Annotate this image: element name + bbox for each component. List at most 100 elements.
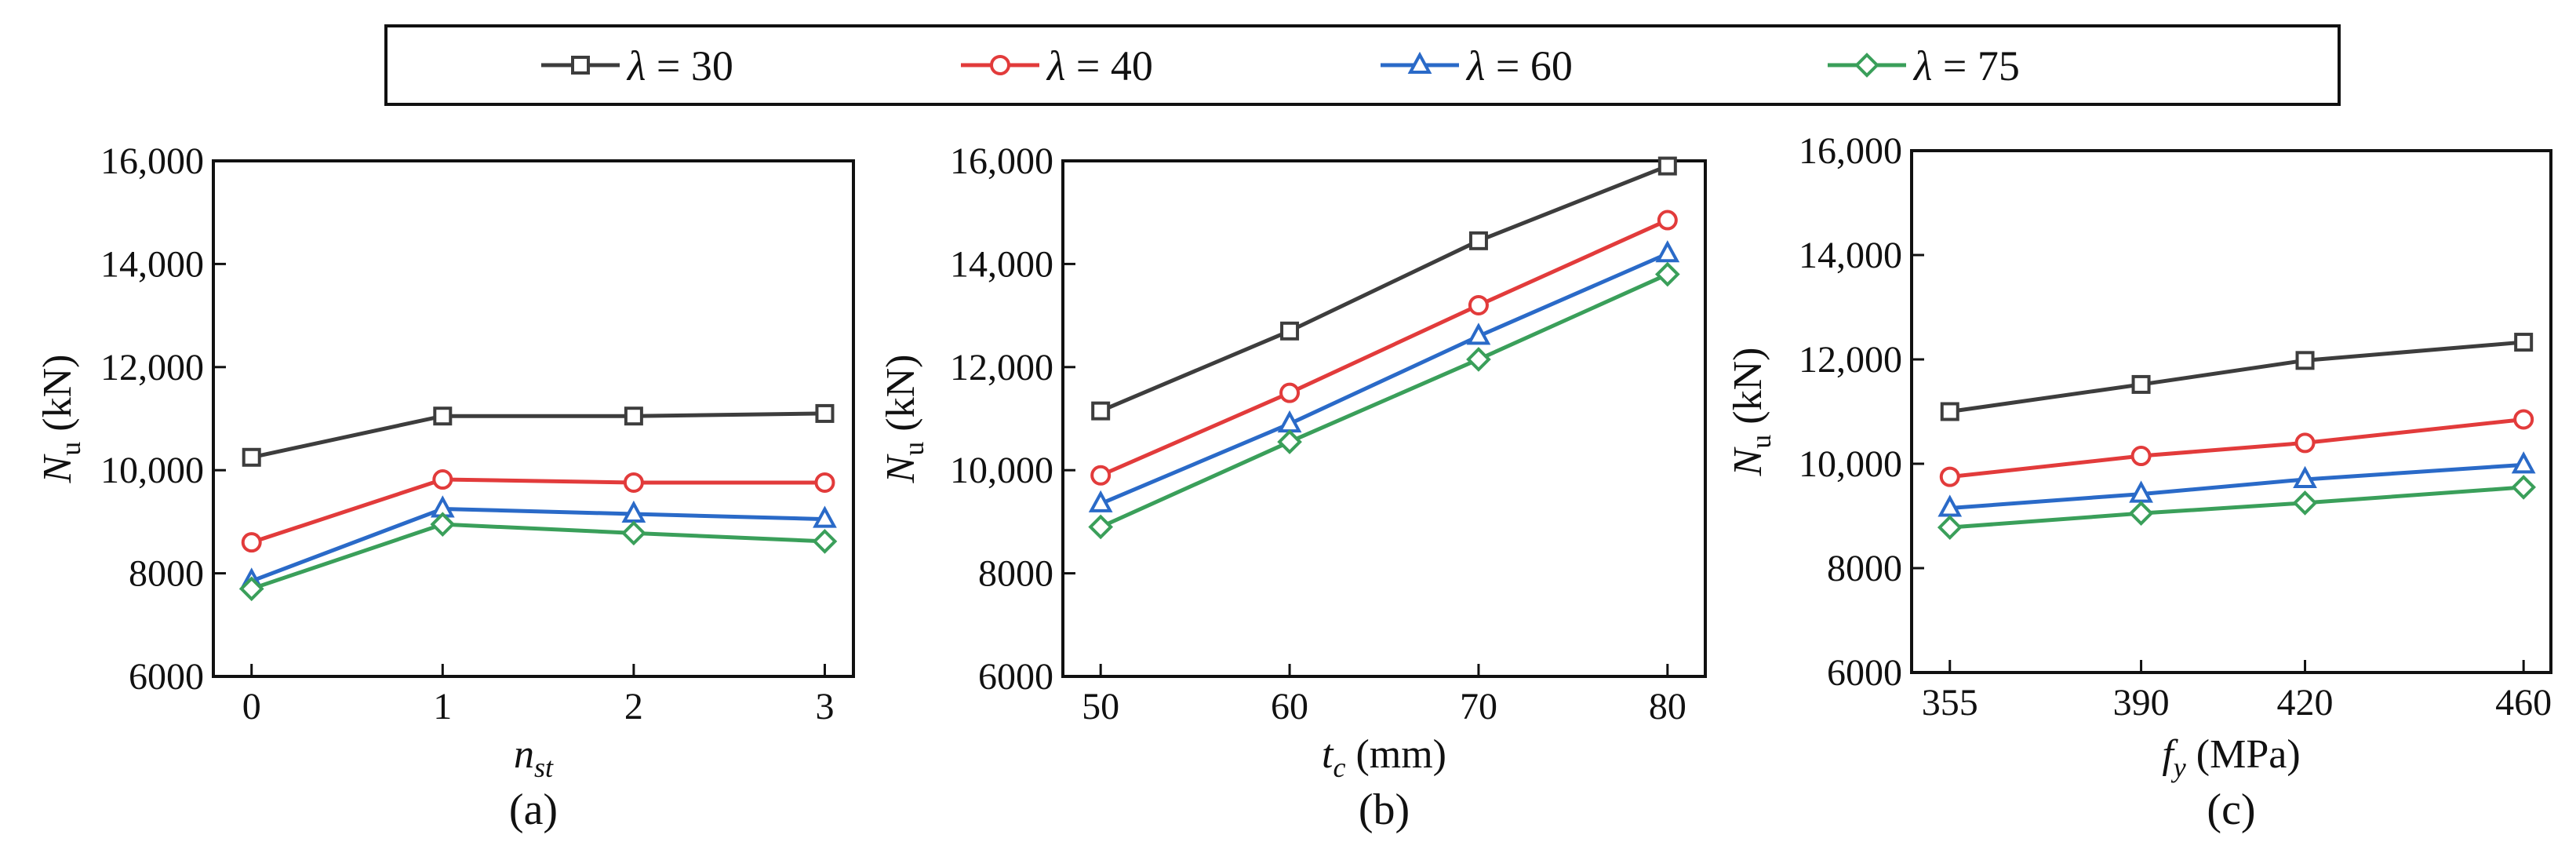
- data-point: [241, 532, 262, 553]
- y-axis-unit: (kN): [1726, 348, 1770, 435]
- x-axis-label: nst: [514, 732, 554, 783]
- series-line: [1949, 462, 2524, 511]
- data-point: [1655, 240, 1680, 263]
- y-tick-label: 8000: [978, 553, 1053, 595]
- data-point: [430, 512, 456, 538]
- data-point: [2511, 451, 2536, 474]
- data-point: [1654, 261, 1680, 287]
- y-axis-label: Nu (kN): [879, 355, 930, 484]
- y-axis-subscript: u: [1745, 435, 1777, 449]
- series-line: [251, 411, 825, 460]
- x-tick-label: 50: [1082, 686, 1119, 727]
- y-tick-label: 14,000: [100, 243, 204, 285]
- data-point: [813, 505, 837, 528]
- y-tick-label: 14,000: [1799, 235, 1902, 276]
- y-axis-symbol: N: [35, 453, 80, 483]
- data-point: [2514, 333, 2534, 352]
- legend-symbol: λ: [1465, 42, 1485, 89]
- series-1: [1940, 333, 2534, 421]
- data-point: [2511, 475, 2536, 500]
- series-4: [238, 512, 838, 602]
- series-2: [1939, 409, 2534, 487]
- chart-panel-1: 6000 8000 10,000 12,000 14,000 16,000 0 1 2 3 nst N…: [35, 140, 855, 834]
- data-point: [812, 529, 838, 554]
- legend-symbol: λ: [1046, 42, 1065, 89]
- y-tick-label: 16,000: [950, 140, 1053, 182]
- legend-marker: [990, 55, 1010, 75]
- y-tick-label: 10,000: [1799, 443, 1902, 485]
- x-axis-unit: (mm): [1345, 732, 1446, 777]
- data-point: [1657, 210, 1678, 231]
- data-point: [1088, 490, 1113, 512]
- data-point: [2131, 374, 2151, 394]
- series-3: [1088, 240, 1680, 512]
- x-tick-label: 1: [433, 686, 452, 727]
- panel-label: (b): [1359, 786, 1410, 834]
- data-point: [1657, 156, 1677, 176]
- data-point: [815, 403, 835, 423]
- x-tick-label: 0: [242, 686, 261, 727]
- data-point: [1937, 515, 1963, 540]
- data-point: [1939, 466, 1960, 487]
- y-tick-label: 10,000: [950, 450, 1053, 491]
- data-point: [1277, 429, 1302, 454]
- legend-value: = 30: [646, 42, 733, 89]
- legend-value: = 40: [1065, 42, 1152, 89]
- legend-entry-2: λ = 40: [961, 42, 1153, 89]
- legend-label: λ = 40: [1046, 42, 1153, 89]
- chart-panel-2: 6000 8000 10,000 12,000 14,000 16,000 50 60 70 80…: [879, 140, 1707, 834]
- legend-label: λ = 30: [626, 42, 733, 89]
- series-line: [1100, 251, 1668, 506]
- data-point: [1468, 231, 1488, 250]
- data-point: [238, 576, 264, 602]
- series-3: [239, 495, 837, 590]
- x-tick-label: 460: [2495, 682, 2552, 724]
- y-tick-label: 12,000: [100, 347, 204, 388]
- y-axis-unit: (kN): [35, 355, 80, 442]
- legend-symbol: λ: [1912, 42, 1932, 89]
- legend-label: λ = 75: [1912, 42, 2020, 89]
- panel-label: (c): [2207, 786, 2255, 834]
- data-point: [1466, 323, 1491, 345]
- y-tick-label: 14,000: [950, 243, 1053, 285]
- x-tick-label: 3: [815, 686, 834, 727]
- y-tick-label: 10,000: [100, 450, 204, 491]
- data-point: [2128, 501, 2154, 527]
- series-line: [1100, 164, 1668, 413]
- y-tick-label: 6000: [1827, 652, 1902, 694]
- y-axis-symbol: N: [1726, 446, 1770, 476]
- legend-symbol: λ: [626, 42, 646, 89]
- data-point: [2130, 446, 2152, 467]
- x-tick-label: 80: [1649, 686, 1686, 727]
- legend-value: = 75: [1932, 42, 2019, 89]
- series-line: [250, 477, 825, 545]
- x-axis-subscript: st: [534, 752, 554, 783]
- data-point: [814, 472, 835, 493]
- x-tick-label: 60: [1271, 686, 1308, 727]
- legend-entry-1: λ = 30: [541, 42, 733, 89]
- y-axis-subscript: u: [55, 442, 86, 456]
- y-axis-label: Nu (kN): [35, 355, 86, 484]
- series-line: [1949, 417, 2524, 479]
- panel-label: (a): [509, 786, 558, 834]
- data-point: [1466, 347, 1491, 372]
- y-axis-unit: (kN): [879, 355, 923, 442]
- legend-marker: [1407, 51, 1432, 74]
- data-point: [623, 472, 644, 493]
- data-point: [433, 406, 453, 426]
- data-point: [242, 447, 261, 467]
- plot-frame: [1910, 149, 2552, 674]
- data-point: [1468, 294, 1489, 315]
- y-tick-label: 12,000: [950, 347, 1053, 388]
- y-tick-label: 8000: [129, 553, 204, 595]
- data-point: [1279, 382, 1301, 403]
- legend-label: λ = 60: [1465, 42, 1573, 89]
- x-tick-label: 70: [1460, 686, 1497, 727]
- plot-frame: [1061, 159, 1707, 678]
- x-axis-symbol: t: [1322, 732, 1334, 777]
- data-point: [621, 520, 646, 546]
- data-point: [2293, 465, 2317, 488]
- series-2: [241, 469, 835, 553]
- legend-marker: [1854, 53, 1879, 78]
